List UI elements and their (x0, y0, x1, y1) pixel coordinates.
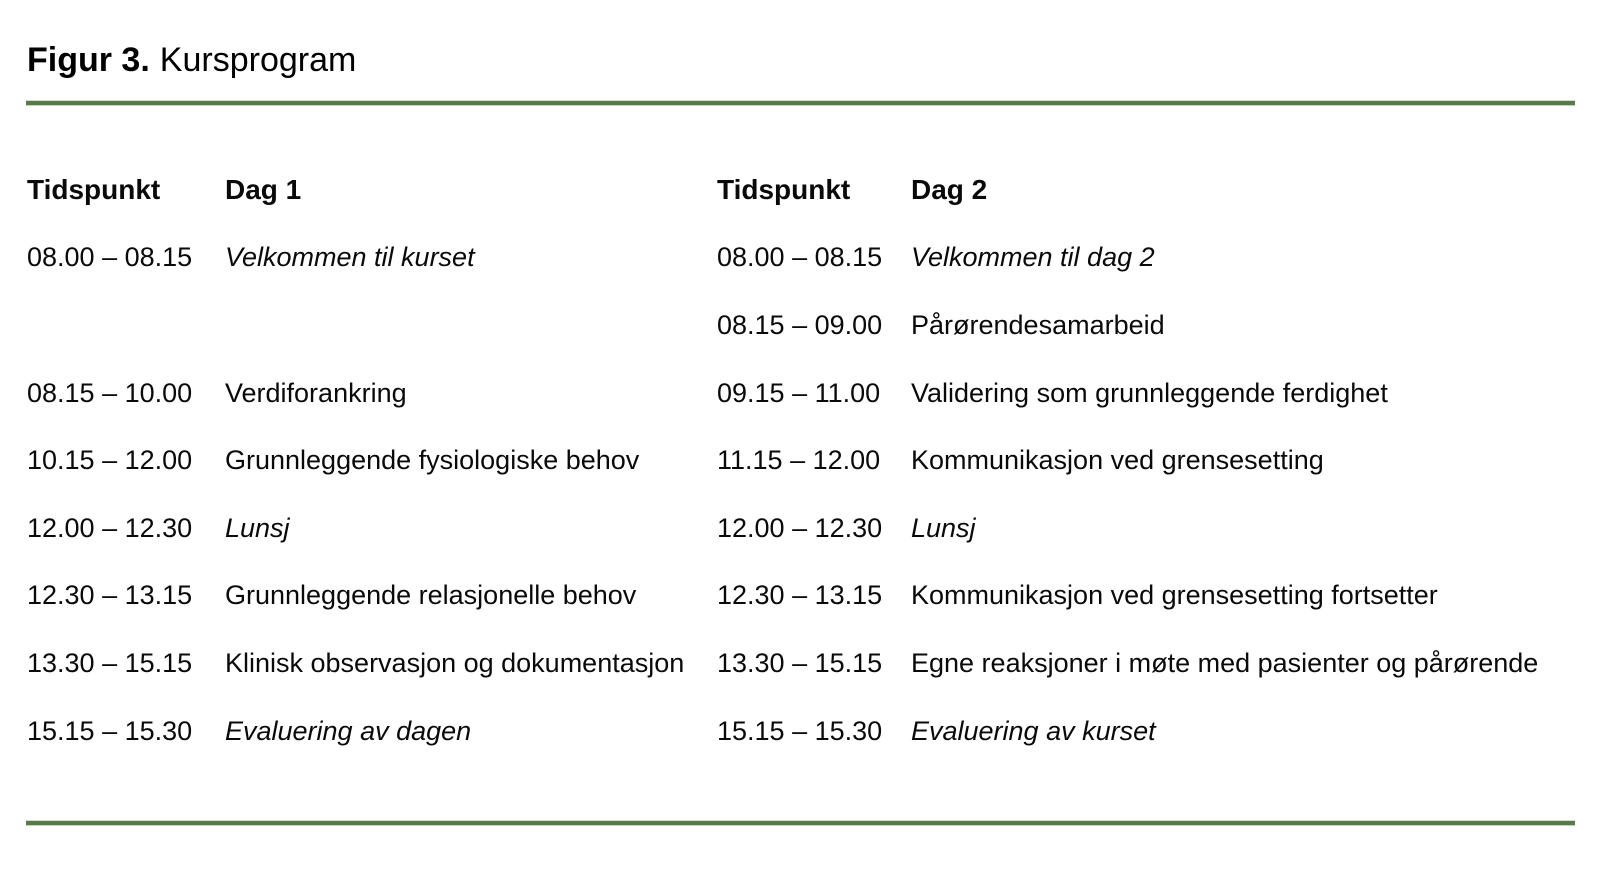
figure-title: Figur 3. Kursprogram (27, 38, 356, 82)
bottom-divider-line (26, 821, 1575, 825)
day2-row-time: 08.15 – 09.00 (717, 309, 883, 340)
day1-row-activity: Verdiforankring (225, 377, 407, 408)
top-divider-line (26, 101, 1575, 105)
day1-row-time: 13.30 – 15.15 (27, 647, 193, 678)
day2-row-time: 15.15 – 15.30 (717, 715, 883, 746)
day1-row-activity: Evaluering av dagen (225, 715, 472, 746)
day1-row-time: 12.00 – 12.30 (27, 512, 193, 543)
day2-row-activity: Velkommen til dag 2 (911, 242, 1155, 273)
figure-label: Figur 3. (27, 41, 150, 79)
day2-row-activity: Validering som grunnleggende ferdighet (911, 377, 1388, 408)
day2-row-time: 13.30 – 15.15 (717, 647, 883, 678)
day1-row-activity: Velkommen til kurset (225, 242, 475, 273)
day1-row-time: 12.30 – 13.15 (27, 580, 193, 611)
day2-row-activity: Pårørendesamarbeid (911, 309, 1165, 340)
day2-row-activity: Kommunikasjon ved grensesetting (911, 445, 1324, 476)
day1-time-column-header: Tidspunkt (27, 173, 161, 205)
day1-column-header: Dag 1 (225, 173, 302, 205)
day2-row-time: 12.30 – 13.15 (717, 580, 883, 611)
day1-row-activity: Grunnleggende fysiologiske behov (225, 445, 640, 476)
day2-row-time: 09.15 – 11.00 (717, 377, 881, 408)
day2-row-activity: Lunsj (911, 512, 976, 543)
course-schedule-table: Tidspunkt Dag 1 Tidspunkt Dag 2 08.00 – … (27, 156, 1573, 764)
day2-row-activity: Evaluering av kurset (911, 715, 1156, 746)
day1-row-activity: Grunnleggende relasjonelle behov (225, 580, 637, 611)
figure-caption-text: Kursprogram (159, 41, 357, 79)
day1-row-time: 08.00 – 08.15 (27, 242, 193, 273)
day1-row-time: 08.15 – 10.00 (27, 377, 193, 408)
day2-column-header: Dag 2 (911, 173, 988, 205)
day2-row-time: 11.15 – 12.00 (717, 445, 881, 476)
day1-row-activity: Lunsj (225, 512, 290, 543)
day1-row-time: 15.15 – 15.30 (27, 715, 193, 746)
day2-row-time: 12.00 – 12.30 (717, 512, 883, 543)
day1-row-activity: Klinisk observasjon og dokumentasjon (225, 647, 685, 678)
day1-row-time: 10.15 – 12.00 (27, 445, 193, 476)
day2-time-column-header: Tidspunkt (717, 173, 851, 205)
day2-row-activity: Kommunikasjon ved grensesetting fortsett… (911, 580, 1438, 611)
day2-row-time: 08.00 – 08.15 (717, 242, 883, 273)
day2-row-activity: Egne reaksjoner i møte med pasienter og … (911, 647, 1539, 678)
